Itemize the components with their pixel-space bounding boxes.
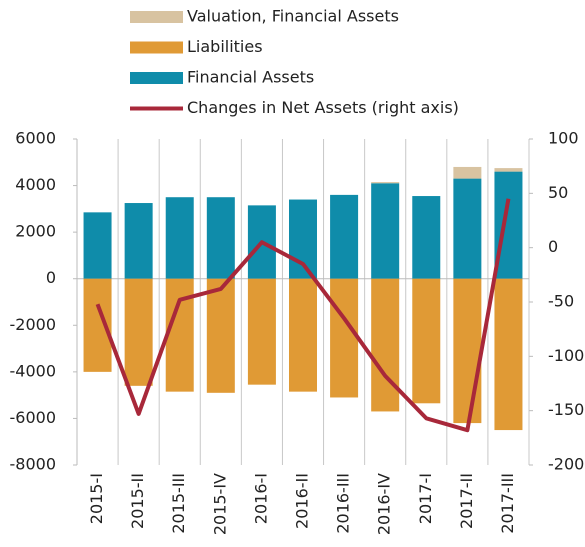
y-tick-label: -4000 <box>10 361 57 380</box>
bar <box>494 278 523 431</box>
x-tick-label: 2017-I <box>416 473 435 524</box>
legend-swatch <box>130 41 183 54</box>
legend-label: Changes in Net Assets (right axis) <box>187 98 459 117</box>
y2-tick-label: -100 <box>548 346 584 365</box>
bar <box>371 278 400 412</box>
legend-label: Valuation, Financial Assets <box>187 7 399 26</box>
bar <box>412 196 441 279</box>
bar <box>494 168 523 172</box>
y2-tick-label: -150 <box>548 400 584 419</box>
bar <box>412 278 441 404</box>
y-tick-label: 6000 <box>15 129 56 148</box>
bar <box>330 194 359 279</box>
legend-swatch <box>130 72 183 84</box>
bar <box>206 197 235 279</box>
y-tick-label: 4000 <box>15 175 56 194</box>
x-tick-label: 2016-II <box>293 473 312 529</box>
y2-tick-label: 100 <box>548 129 579 148</box>
legend-label: Financial Assets <box>187 68 314 87</box>
y-tick-label: -6000 <box>10 408 57 427</box>
bar <box>453 278 482 424</box>
bar <box>165 197 194 279</box>
y2-tick-label: -200 <box>548 455 584 474</box>
y2-tick-label: -50 <box>548 292 574 311</box>
y2-tick-label: 50 <box>548 183 568 202</box>
bar <box>247 278 276 385</box>
y-tick-label: -2000 <box>10 315 57 334</box>
bar <box>83 212 112 279</box>
y2-tick-label: 0 <box>548 237 558 256</box>
x-tick-label: 2016-I <box>251 473 270 524</box>
x-tick-label: 2015-III <box>169 473 188 534</box>
x-tick-label: 2016-III <box>334 473 353 534</box>
x-tick-label: 2016-IV <box>375 473 394 535</box>
y-tick-label: -8000 <box>10 455 57 474</box>
bar <box>371 182 400 184</box>
y-tick-label: 0 <box>46 268 56 287</box>
legend-swatch <box>130 11 183 23</box>
bar <box>330 278 359 398</box>
x-tick-label: 2015-II <box>128 473 147 529</box>
x-tick-label: 2017-III <box>498 473 517 534</box>
x-tick-label: 2015-IV <box>210 473 229 535</box>
legend-label: Liabilities <box>187 37 263 56</box>
bar <box>124 278 153 386</box>
line <box>95 198 511 433</box>
bar <box>453 166 482 179</box>
x-tick-label: 2015-I <box>87 473 106 524</box>
bar <box>206 278 235 393</box>
x-tick-label: 2017-II <box>457 473 476 529</box>
bar <box>124 203 153 279</box>
bar <box>289 278 317 392</box>
bar <box>371 183 400 279</box>
y-tick-label: 2000 <box>15 222 56 241</box>
bar <box>453 178 482 279</box>
